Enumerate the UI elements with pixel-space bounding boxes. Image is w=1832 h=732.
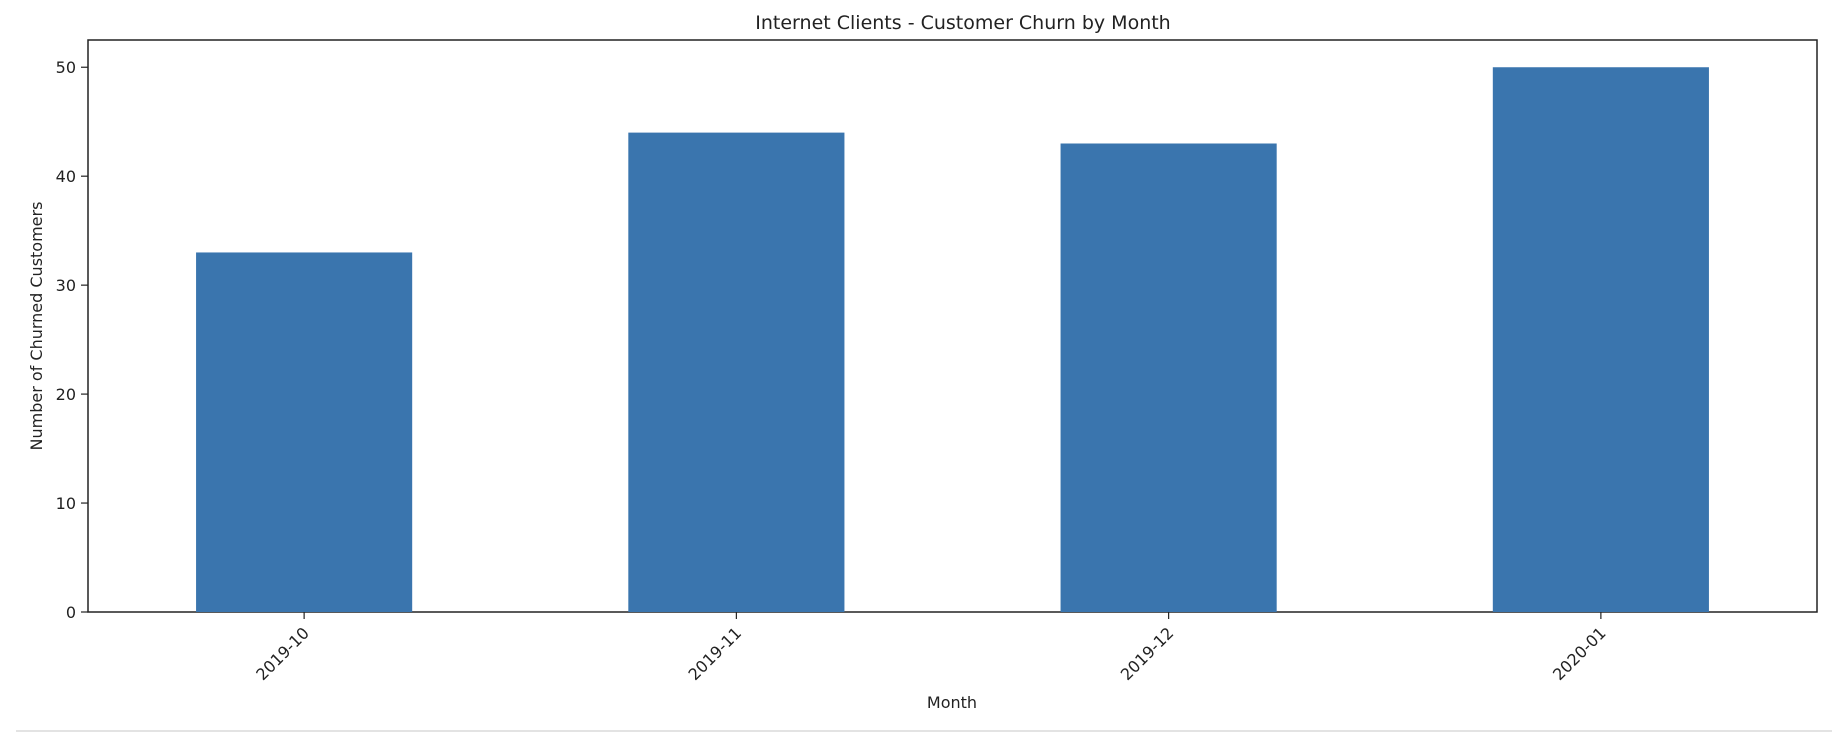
y-axis-label: Number of Churned Customers (27, 202, 46, 451)
y-tick-label: 50 (56, 58, 76, 77)
y-axis-ticks: 0 10 20 30 40 50 (56, 58, 88, 622)
x-axis-ticks: 2019-10 2019-11 2019-12 2020-01 (252, 612, 1610, 684)
bars (196, 67, 1709, 613)
x-tick-label: 2019-11 (684, 623, 745, 684)
y-tick-label: 20 (56, 385, 76, 404)
y-tick-label: 10 (56, 494, 76, 513)
plot-frame (87, 39, 1818, 613)
bar-2020-01 (1492, 67, 1709, 613)
y-tick-label: 30 (56, 276, 76, 295)
x-tick-label: 2019-12 (1117, 623, 1178, 684)
x-tick-label: 2019-10 (252, 623, 313, 684)
x-tick-label: 2020-01 (1549, 623, 1610, 684)
chart-title: Internet Clients - Customer Churn by Mon… (755, 12, 1170, 34)
y-tick-label: 0 (66, 603, 76, 622)
bar-2019-11 (628, 132, 845, 613)
plot-area: 0 10 20 30 40 50 2019-10 2019-11 2019-12 2020-01 (56, 39, 1818, 684)
bar-2019-12 (1060, 143, 1277, 612)
x-axis-label: Month (927, 693, 977, 712)
bar-2019-10 (196, 252, 413, 612)
y-tick-label: 40 (56, 167, 76, 186)
